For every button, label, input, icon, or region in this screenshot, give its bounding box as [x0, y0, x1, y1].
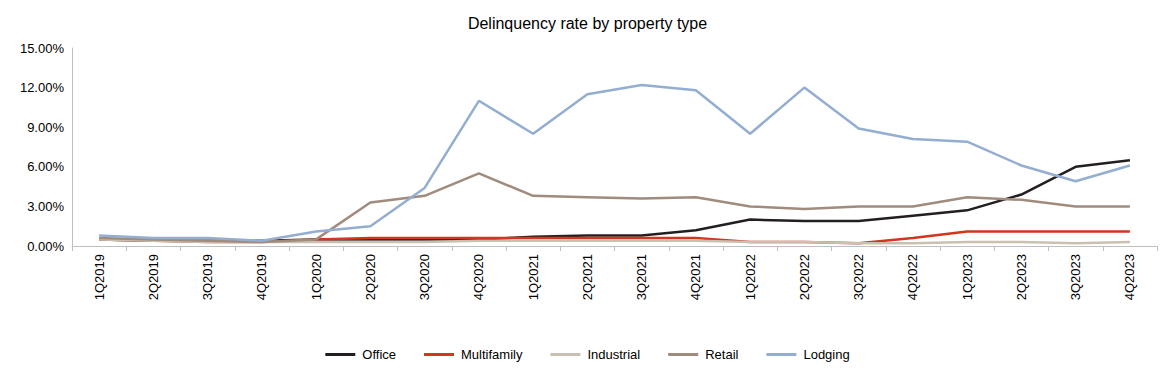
svg-text:2Q2022: 2Q2022 [797, 254, 812, 300]
svg-text:1Q2021: 1Q2021 [526, 254, 541, 300]
svg-text:2Q2021: 2Q2021 [580, 254, 595, 300]
svg-text:15.00%: 15.00% [20, 41, 65, 56]
svg-text:9.00%: 9.00% [27, 120, 64, 135]
svg-text:Retail: Retail [705, 347, 738, 362]
svg-text:0.00%: 0.00% [27, 239, 64, 254]
svg-text:3Q2023: 3Q2023 [1068, 254, 1083, 300]
svg-text:4Q2021: 4Q2021 [688, 254, 703, 300]
svg-text:2Q2020: 2Q2020 [363, 254, 378, 300]
svg-text:Office: Office [362, 347, 396, 362]
svg-text:Multifamily: Multifamily [461, 347, 523, 362]
svg-text:4Q2019: 4Q2019 [254, 254, 269, 300]
svg-text:3Q2019: 3Q2019 [200, 254, 215, 300]
svg-text:4Q2023: 4Q2023 [1122, 254, 1137, 300]
svg-text:12.00%: 12.00% [20, 80, 65, 95]
svg-text:Lodging: Lodging [803, 347, 849, 362]
svg-text:2Q2019: 2Q2019 [146, 254, 161, 300]
svg-text:1Q2020: 1Q2020 [309, 254, 324, 300]
svg-text:3Q2022: 3Q2022 [851, 254, 866, 300]
svg-text:Delinquency rate by property t: Delinquency rate by property type [468, 15, 707, 32]
svg-text:6.00%: 6.00% [27, 159, 64, 174]
svg-text:3Q2021: 3Q2021 [634, 254, 649, 300]
svg-text:3Q2020: 3Q2020 [417, 254, 432, 300]
svg-text:1Q2019: 1Q2019 [92, 254, 107, 300]
svg-text:4Q2022: 4Q2022 [905, 254, 920, 300]
svg-text:Industrial: Industrial [587, 347, 640, 362]
svg-text:4Q2020: 4Q2020 [471, 254, 486, 300]
svg-text:2Q2023: 2Q2023 [1014, 254, 1029, 300]
svg-text:3.00%: 3.00% [27, 199, 64, 214]
svg-text:1Q2023: 1Q2023 [960, 254, 975, 300]
svg-text:1Q2022: 1Q2022 [743, 254, 758, 300]
